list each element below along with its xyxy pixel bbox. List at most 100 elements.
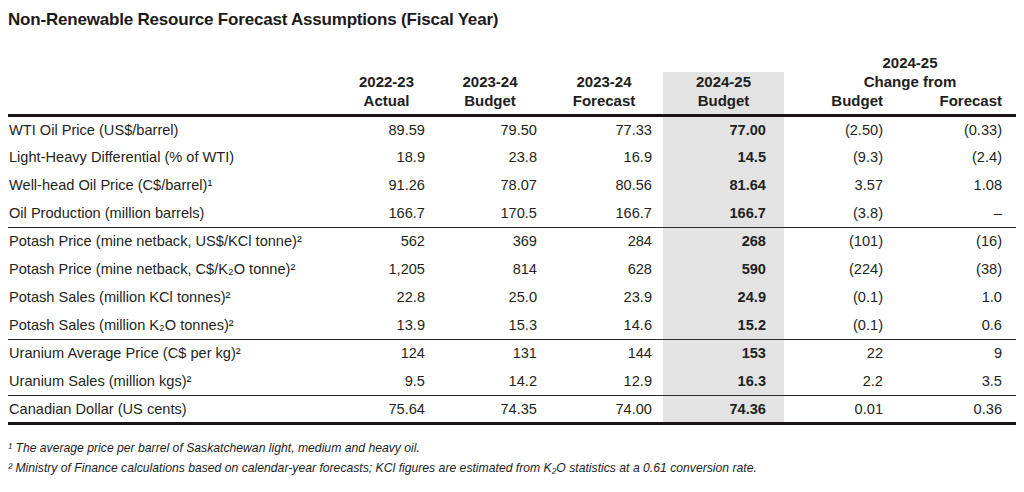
footnote-1: ¹ The average price per barrel of Saskat… (8, 438, 1016, 458)
cell-value: 814 (435, 255, 545, 283)
cell-value: 23.9 (545, 283, 663, 311)
cell-value: 0.01 (784, 395, 884, 423)
header-label-budget-23: Budget (435, 91, 545, 115)
cell-value: 22 (784, 339, 884, 367)
table-row-light-heavy-differential: Light-Heavy Differential (% of WTI) 18.9… (8, 143, 1016, 171)
cell-value-highlighted: 15.2 (663, 311, 784, 339)
header-spacer (8, 54, 784, 72)
table-row-wti-oil-price: WTI Oil Price (US$/barrel) 89.59 79.50 7… (8, 115, 1016, 143)
table-row-canadian-dollar: Canadian Dollar (US cents) 75.64 74.35 7… (8, 395, 1016, 423)
cell-value: 16.9 (545, 143, 663, 171)
header-row-labels: Actual Budget Forecast Budget Budget For… (8, 91, 1016, 115)
cell-value: 91.26 (338, 171, 435, 199)
cell-value-highlighted: 166.7 (663, 199, 784, 227)
forecast-assumptions-table: 2024-25 2022-23 2023-24 2023-24 2024-25 … (8, 54, 1016, 425)
cell-value: 25.0 (435, 283, 545, 311)
cell-value: (0.1) (784, 311, 884, 339)
header-row-years: 2022-23 2023-24 2023-24 2024-25 Change f… (8, 72, 1016, 91)
cell-value: 3.5 (884, 367, 1016, 395)
cell-value: (2.4) (884, 143, 1016, 171)
cell-value: 1.0 (884, 283, 1016, 311)
cell-value: 170.5 (435, 199, 545, 227)
row-label: WTI Oil Price (US$/barrel) (8, 115, 338, 143)
cell-value: 74.35 (435, 395, 545, 423)
header-label-budget-24: Budget (663, 91, 784, 115)
cell-value: 80.56 (545, 171, 663, 199)
cell-value: 144 (545, 339, 663, 367)
row-label: Potash Sales (million KCl tonnes)² (8, 283, 338, 311)
header-year-budget-24: 2024-25 (663, 72, 784, 91)
cell-value: 23.8 (435, 143, 545, 171)
table-row-uranium-sales: Uranium Sales (million kgs)² 9.5 14.2 12… (8, 367, 1016, 395)
cell-value-highlighted: 153 (663, 339, 784, 367)
cell-value: 0.36 (884, 395, 1016, 423)
cell-value-highlighted: 81.64 (663, 171, 784, 199)
document-page: Non-Renewable Resource Forecast Assumpti… (0, 0, 1024, 478)
header-year-forecast-23: 2023-24 (545, 72, 663, 91)
cell-value: 79.50 (435, 115, 545, 143)
row-label: Potash Sales (million K₂O tonnes)² (8, 311, 338, 339)
page-title: Non-Renewable Resource Forecast Assumpti… (8, 10, 1016, 30)
cell-value: 1.08 (884, 171, 1016, 199)
row-label: Uranium Average Price (C$ per kg)² (8, 339, 338, 367)
cell-value: 284 (545, 227, 663, 255)
cell-value: 18.9 (338, 143, 435, 171)
cell-value-highlighted: 24.9 (663, 283, 784, 311)
cell-value-highlighted: 268 (663, 227, 784, 255)
cell-value: 1,205 (338, 255, 435, 283)
table-body: WTI Oil Price (US$/barrel) 89.59 79.50 7… (8, 115, 1016, 423)
table-row-potash-sales-k2o: Potash Sales (million K₂O tonnes)² 13.9 … (8, 311, 1016, 339)
cell-value: 89.59 (338, 115, 435, 143)
row-label: Potash Price (mine netback, C$/K₂O tonne… (8, 255, 338, 283)
table-row-oil-production: Oil Production (million barrels) 166.7 1… (8, 199, 1016, 227)
cell-value-highlighted: 590 (663, 255, 784, 283)
cell-value: 14.6 (545, 311, 663, 339)
cell-value-highlighted: 16.3 (663, 367, 784, 395)
cell-value: 14.2 (435, 367, 545, 395)
cell-value-highlighted: 74.36 (663, 395, 784, 423)
cell-value: 77.33 (545, 115, 663, 143)
header-change-group-label: Change from (784, 72, 1016, 91)
cell-value: (101) (784, 227, 884, 255)
header-change-group-year: 2024-25 (784, 54, 1016, 72)
cell-value: 0.6 (884, 311, 1016, 339)
cell-value: 3.57 (784, 171, 884, 199)
cell-value: 628 (545, 255, 663, 283)
cell-value: 78.07 (435, 171, 545, 199)
cell-value: 12.9 (545, 367, 663, 395)
header-change-sub-budget: Budget (784, 91, 884, 115)
header-spacer (8, 91, 338, 115)
cell-value: 124 (338, 339, 435, 367)
table-header: 2024-25 2022-23 2023-24 2023-24 2024-25 … (8, 54, 1016, 115)
cell-value: 166.7 (545, 199, 663, 227)
cell-value: (0.1) (784, 283, 884, 311)
header-row-change-year: 2024-25 (8, 54, 1016, 72)
row-label: Oil Production (million barrels) (8, 199, 338, 227)
header-label-actual: Actual (338, 91, 435, 115)
header-year-budget-23: 2023-24 (435, 72, 545, 91)
row-label: Light-Heavy Differential (% of WTI) (8, 143, 338, 171)
cell-value-highlighted: 77.00 (663, 115, 784, 143)
row-label: Uranium Sales (million kgs)² (8, 367, 338, 395)
cell-value: (2.50) (784, 115, 884, 143)
cell-value: (9.3) (784, 143, 884, 171)
cell-value: (38) (884, 255, 1016, 283)
cell-value: 562 (338, 227, 435, 255)
table-row-potash-sales-kcl: Potash Sales (million KCl tonnes)² 22.8 … (8, 283, 1016, 311)
cell-value: (224) (784, 255, 884, 283)
cell-value: 9.5 (338, 367, 435, 395)
cell-value: 369 (435, 227, 545, 255)
cell-value: 22.8 (338, 283, 435, 311)
cell-value: 74.00 (545, 395, 663, 423)
cell-value: (0.33) (884, 115, 1016, 143)
cell-value: – (884, 199, 1016, 227)
table-row-uranium-average-price: Uranium Average Price (C$ per kg)² 124 1… (8, 339, 1016, 367)
table-row-potash-price-cad: Potash Price (mine netback, C$/K₂O tonne… (8, 255, 1016, 283)
row-label: Potash Price (mine netback, US$/KCl tonn… (8, 227, 338, 255)
footnote-2: ² Ministry of Finance calculations based… (8, 458, 1016, 478)
cell-value: (3.8) (784, 199, 884, 227)
row-label: Canadian Dollar (US cents) (8, 395, 338, 423)
table-row-potash-price-us: Potash Price (mine netback, US$/KCl tonn… (8, 227, 1016, 255)
header-label-forecast-23: Forecast (545, 91, 663, 115)
cell-value: 2.2 (784, 367, 884, 395)
